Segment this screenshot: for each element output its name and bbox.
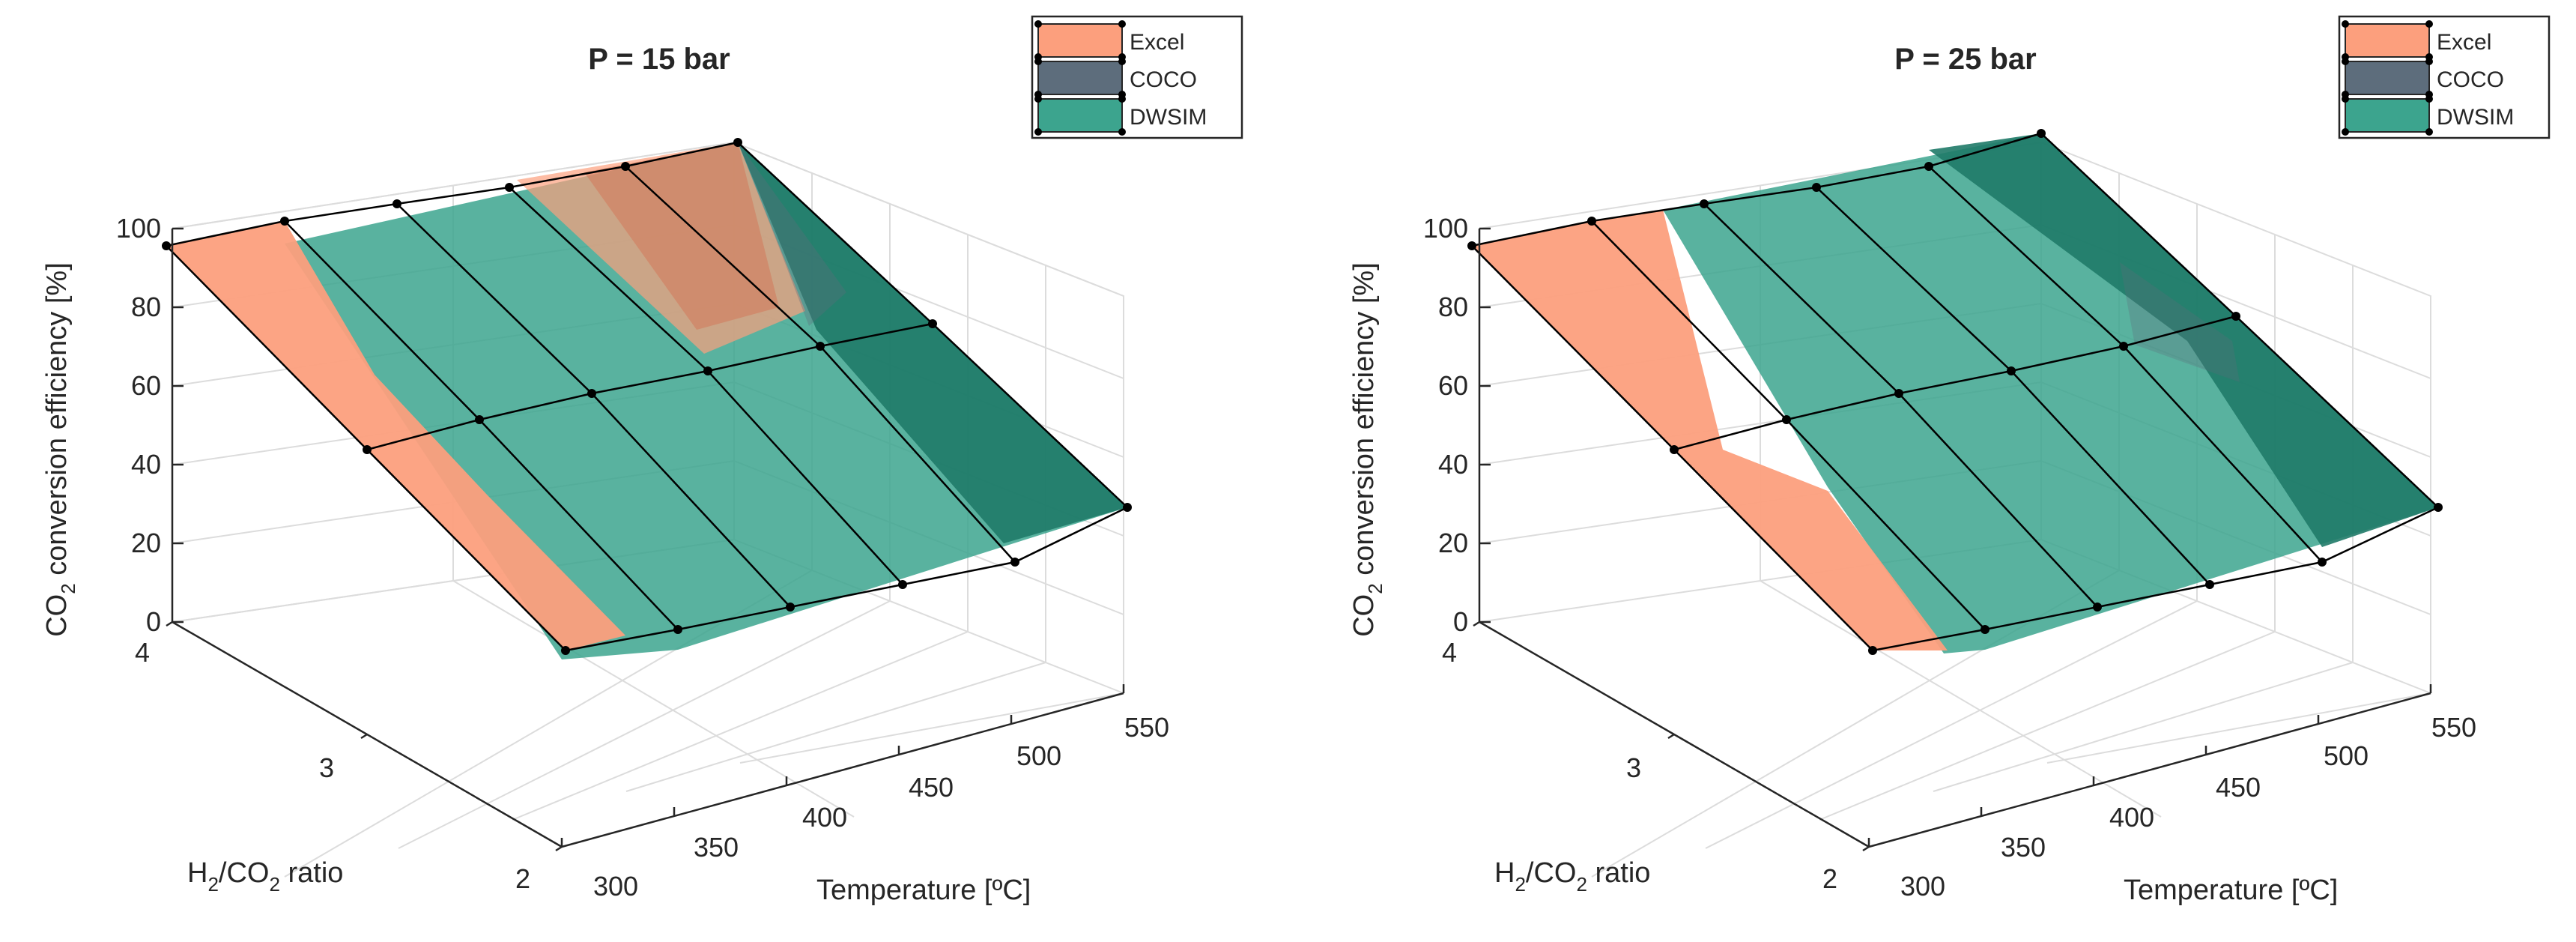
- z-tick-labels: 0 20 40 60 80 100: [116, 213, 161, 637]
- panel-p15: P = 15 bar: [41, 15, 1243, 906]
- surface-dwsim-dark: [738, 142, 1127, 543]
- axes: [1473, 227, 2432, 852]
- surface-excel: [1472, 210, 1948, 650]
- axes: [166, 227, 1125, 852]
- x-tick-label: 450: [2216, 772, 2261, 803]
- legend-item-dwsim: DWSIM: [1034, 95, 1207, 136]
- legend-item-dwsim: DWSIM: [2342, 95, 2514, 136]
- y-tick-label: 4: [135, 637, 150, 668]
- z-axis-label: CO2 conversion efficiency [%]: [41, 262, 79, 637]
- z-tick-label: 20: [1438, 528, 1468, 558]
- z-tick-label: 60: [1438, 370, 1468, 401]
- x-tick-label: 300: [593, 871, 638, 902]
- y-tick-label: 3: [1626, 752, 1641, 783]
- z-axis-label: CO2 conversion efficiency [%]: [1348, 262, 1387, 637]
- panel-p25: P = 25 bar: [1348, 15, 2551, 906]
- surface-coco-sliver: [2120, 262, 2240, 382]
- legend-item-coco: COCO: [1034, 58, 1197, 98]
- y-axis-label: H2/CO2 ratio: [187, 857, 343, 896]
- x-tick-label: 400: [2109, 802, 2154, 833]
- legend-label: COCO: [1130, 67, 1197, 92]
- z-tick-label: 60: [131, 370, 161, 401]
- z-tick-label: 20: [131, 528, 161, 558]
- z-tick-label: 100: [1423, 213, 1468, 244]
- x-tick-label: 500: [1016, 740, 1061, 771]
- y-tick-label: 2: [1822, 863, 1837, 894]
- z-tick-label: 40: [131, 449, 161, 480]
- y-tick-label: 2: [515, 863, 530, 894]
- surface-excel-left: [1472, 210, 1948, 650]
- y-tick-labels: 4 3 2: [135, 637, 530, 894]
- surface-dwsim: [1663, 133, 2438, 653]
- x-tick-label: 350: [2001, 832, 2046, 863]
- legend-label: DWSIM: [1130, 105, 1207, 130]
- legend-item-excel: Excel: [2342, 20, 2491, 61]
- legend-label: DWSIM: [2437, 105, 2514, 130]
- x-tick-label: 500: [2324, 740, 2369, 771]
- z-tick-labels: 0 20 40 60 80 100: [1423, 213, 1468, 637]
- z-tick-label: 0: [1453, 606, 1468, 637]
- x-axis-label: Temperature [ºC]: [816, 875, 1031, 906]
- z-tick-label: 80: [1438, 292, 1468, 322]
- chart-title: P = 15 bar: [588, 43, 730, 76]
- mesh-points: [162, 138, 1132, 655]
- x-tick-label: 300: [1900, 871, 1945, 902]
- surface-dwsim-dark: [1929, 133, 2438, 547]
- z-tick-label: 100: [116, 213, 161, 244]
- legend: Excel COCO DWSIM: [2338, 15, 2551, 139]
- x-tick-label: 550: [2431, 712, 2476, 743]
- z-tick-label: 0: [146, 606, 161, 637]
- legend: Excel COCO DWSIM: [1031, 15, 1243, 139]
- legend-label: COCO: [2437, 67, 2504, 92]
- y-tick-label: 4: [1442, 637, 1457, 668]
- legend-item-coco: COCO: [2342, 58, 2504, 98]
- y-tick-labels: 4 3 2: [1442, 637, 1837, 894]
- y-tick-label: 3: [319, 752, 334, 783]
- legend-item-excel: Excel: [1034, 20, 1184, 61]
- surface-dwsim-main: [1663, 133, 2438, 653]
- y-axis-label: H2/CO2 ratio: [1494, 857, 1650, 896]
- x-tick-labels: 300 350 400 450 500 550: [593, 712, 1169, 902]
- x-tick-labels: 300 350 400 450 500 550: [1900, 712, 2476, 902]
- z-tick-label: 40: [1438, 449, 1468, 480]
- x-tick-label: 350: [694, 832, 739, 863]
- chart-title: P = 25 bar: [1894, 43, 2036, 76]
- surface-coco-peak: [738, 142, 846, 326]
- x-axis-label: Temperature [ºC]: [2124, 875, 2338, 906]
- surface-excel-peak-dark: [584, 142, 779, 330]
- x-tick-label: 550: [1124, 712, 1169, 743]
- mesh-points: [1467, 129, 2443, 655]
- legend-label: Excel: [2437, 30, 2491, 55]
- legend-label: Excel: [1130, 30, 1184, 55]
- surface-excel-left: [166, 221, 625, 650]
- x-tick-label: 450: [909, 772, 954, 803]
- surface-excel: [166, 142, 846, 650]
- z-tick-label: 80: [131, 292, 161, 322]
- x-tick-label: 400: [802, 802, 847, 833]
